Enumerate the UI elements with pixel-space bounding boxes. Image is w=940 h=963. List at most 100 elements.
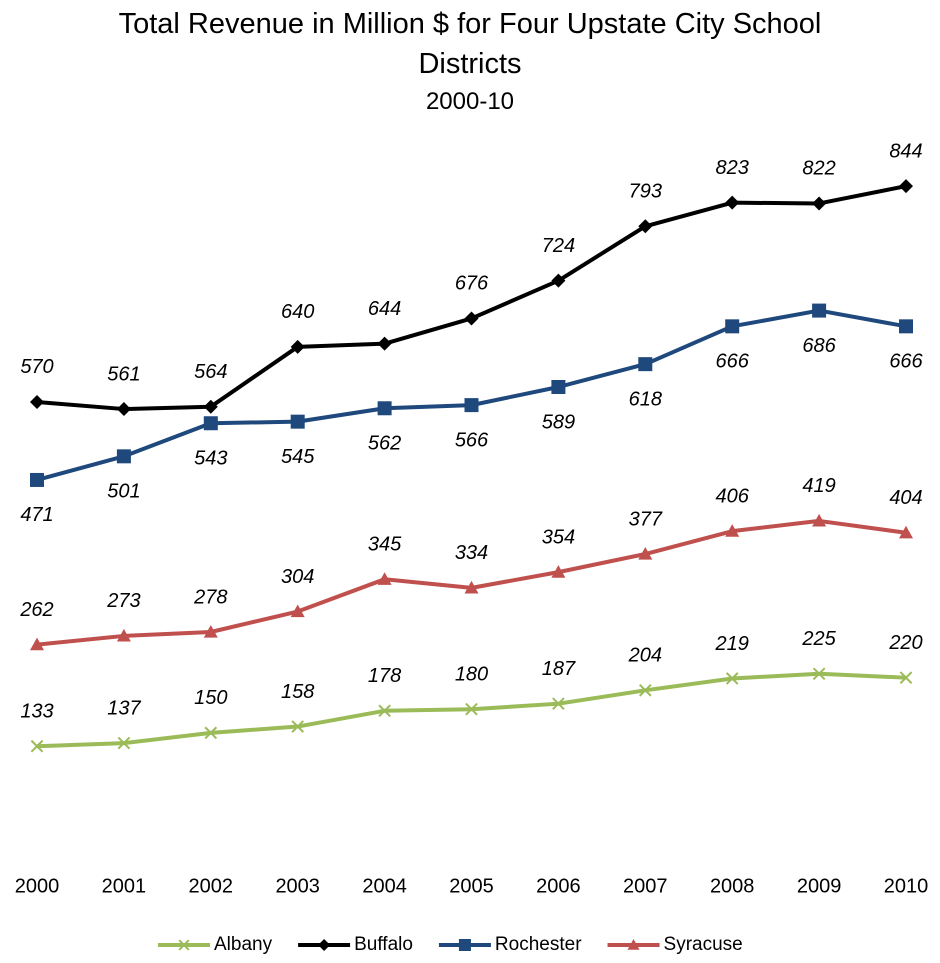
data-label: 345 — [368, 533, 402, 555]
x-tick-label: 2002 — [189, 875, 234, 897]
marker — [812, 196, 827, 211]
data-label: 354 — [542, 526, 575, 548]
header: Total Revenue in Million $ for Four Upst… — [70, 4, 870, 120]
marker — [378, 704, 391, 718]
data-label: 640 — [281, 301, 314, 323]
legend-label: Syracuse — [664, 934, 743, 955]
data-label: 262 — [19, 599, 53, 621]
data-label: 564 — [194, 361, 227, 383]
data-label: 589 — [542, 411, 575, 433]
marker — [725, 319, 740, 334]
marker — [638, 683, 652, 697]
marker — [203, 416, 218, 431]
data-label: 618 — [629, 388, 662, 410]
marker — [812, 303, 827, 318]
data-label: 133 — [20, 701, 53, 723]
data-label: 823 — [716, 157, 749, 179]
legend-marker — [318, 939, 331, 951]
data-label: 793 — [629, 181, 662, 203]
marker — [812, 513, 827, 527]
data-label: 219 — [715, 633, 749, 655]
x-tick-label: 2003 — [275, 875, 320, 897]
data-label: 501 — [107, 481, 140, 503]
x-tick-label: 2007 — [623, 875, 668, 897]
marker — [464, 398, 479, 413]
marker — [30, 394, 44, 409]
marker — [899, 179, 913, 194]
data-label: 278 — [193, 586, 227, 608]
marker — [552, 697, 565, 710]
marker — [203, 624, 218, 638]
x-tick-label: 2001 — [102, 875, 147, 897]
data-label: 566 — [455, 429, 489, 451]
marker — [464, 311, 479, 326]
x-tick-label: 2009 — [797, 875, 842, 897]
data-label: 644 — [368, 298, 401, 320]
data-label: 137 — [107, 697, 141, 719]
data-label: 150 — [194, 687, 227, 709]
data-label: 220 — [888, 632, 922, 654]
x-tick-label: 2008 — [710, 875, 755, 897]
marker — [465, 702, 478, 716]
data-label: 676 — [455, 273, 489, 295]
marker — [30, 637, 44, 651]
data-label: 561 — [107, 363, 140, 385]
marker — [203, 399, 218, 414]
marker — [116, 449, 131, 464]
legend-marker — [178, 939, 190, 951]
marker — [638, 219, 653, 234]
marker — [377, 336, 392, 351]
marker — [725, 672, 739, 685]
data-label: 377 — [629, 508, 663, 530]
marker — [725, 524, 740, 537]
marker — [638, 547, 653, 560]
marker — [204, 726, 218, 740]
series-line — [36, 184, 907, 412]
marker — [377, 572, 392, 585]
data-label: 545 — [281, 446, 315, 468]
data-label: 724 — [542, 235, 575, 257]
x-tick-label: 2010 — [884, 875, 929, 897]
marker — [551, 273, 566, 288]
marker — [464, 580, 479, 594]
data-label: 273 — [106, 590, 140, 612]
data-label: 204 — [628, 645, 662, 667]
marker — [551, 379, 566, 394]
legend-label: Buffalo — [354, 934, 413, 955]
data-label: 419 — [802, 475, 835, 497]
legend-label: Albany — [214, 934, 273, 955]
x-tick-label: 2004 — [362, 875, 407, 897]
data-label: 822 — [802, 158, 835, 180]
x-tick-label: 2000 — [15, 875, 60, 897]
data-label: 304 — [281, 566, 314, 588]
series-line — [36, 308, 907, 482]
marker — [899, 525, 913, 539]
data-label: 225 — [801, 628, 836, 650]
data-label: 180 — [455, 663, 488, 685]
marker — [30, 472, 44, 487]
data-label: 406 — [716, 485, 750, 507]
marker — [899, 319, 913, 334]
legend-label: Rochester — [495, 934, 582, 955]
data-label: 158 — [281, 681, 314, 703]
chart-title: Total Revenue in Million $ for Four Upst… — [118, 8, 822, 80]
data-label: 686 — [802, 335, 836, 357]
marker — [116, 628, 131, 642]
marker — [291, 720, 305, 733]
data-label: 666 — [889, 351, 923, 373]
data-label: 471 — [20, 504, 53, 526]
x-tick-label: 2006 — [536, 875, 581, 897]
marker — [899, 671, 913, 684]
data-label: 562 — [368, 433, 401, 455]
data-label: 844 — [889, 140, 922, 162]
marker — [290, 414, 305, 429]
data-label: 334 — [455, 542, 488, 564]
data-label: 178 — [368, 665, 401, 687]
chart-subtitle: 2000-10 — [425, 88, 515, 115]
legend-marker — [458, 939, 471, 951]
marker — [638, 357, 653, 372]
marker — [812, 667, 826, 681]
marker — [117, 736, 131, 750]
